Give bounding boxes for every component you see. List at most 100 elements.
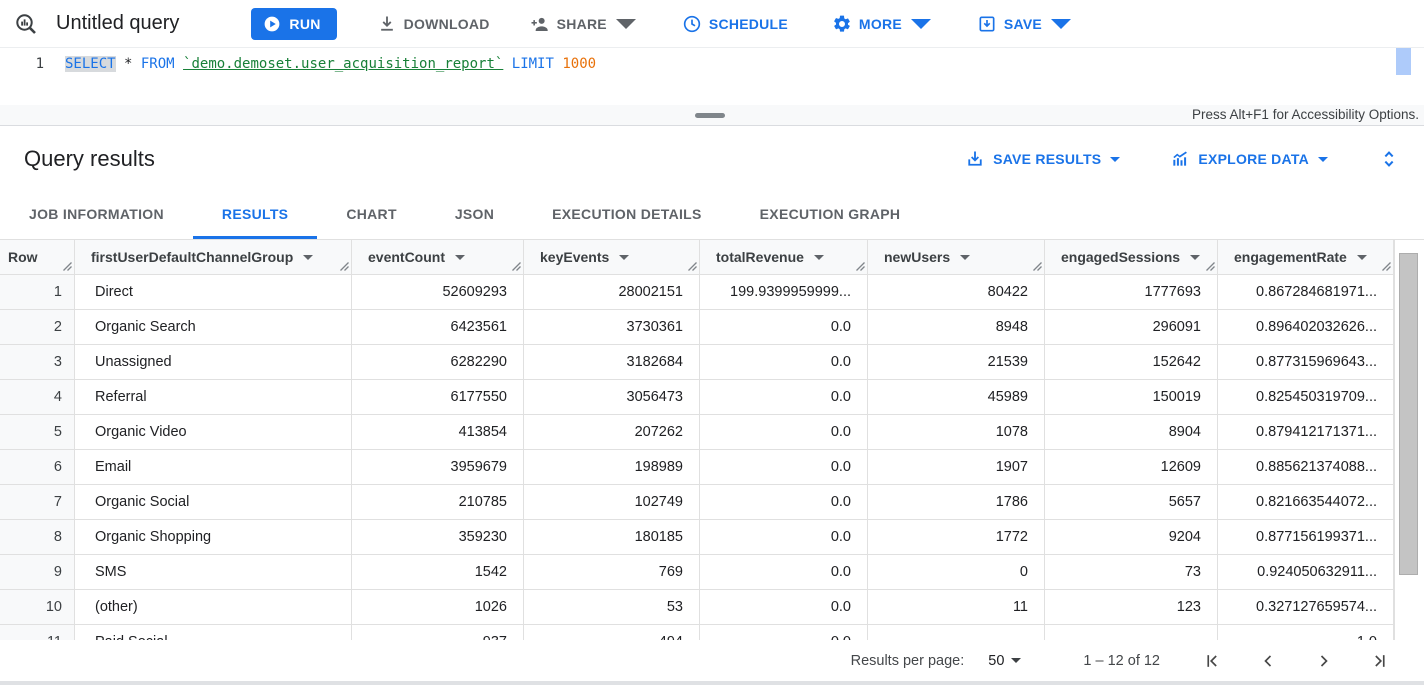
column-resize-grip[interactable] [686,260,697,271]
tab-execution-graph[interactable]: EXECUTION GRAPH [759,206,901,222]
column-resize-grip[interactable] [510,260,521,271]
chevron-down-icon [1318,156,1328,162]
tab-json[interactable]: JSON [454,206,495,222]
chevron-down-icon [910,18,931,29]
table-cell: 45989 [868,380,1045,415]
save-button[interactable]: SAVE [977,14,1072,34]
table-cell: 150019 [1045,380,1218,415]
tab-results[interactable]: RESULTS [192,192,318,239]
table-cell: (other) [75,590,352,625]
table-cell: 0.877156199371... [1218,520,1394,555]
column-header-engagedSessions[interactable]: engagedSessions [1045,240,1218,275]
query-toolbar: Untitled query RUN DOWNLOAD SHARE [0,0,1424,48]
play-circle-icon [265,16,280,31]
table-cell: 1078 [868,415,1045,450]
row-number-cell: 6 [0,450,75,485]
first-page-icon[interactable] [1202,651,1222,671]
column-resize-grip[interactable] [1031,260,1042,271]
column-resize-grip[interactable] [1204,260,1215,271]
sql-token: SELECT [65,56,116,72]
query-magnifier-icon [16,13,36,34]
column-resize-grip[interactable] [61,260,72,271]
table-cell: Paid Social [75,625,352,640]
column-header-keyEvents[interactable]: keyEvents [524,240,700,275]
save-results-label: SAVE RESULTS [993,151,1102,167]
column-header-totalRevenue[interactable]: totalRevenue [700,240,868,275]
column-header-label: engagedSessions [1061,249,1181,265]
table-cell: 28002151 [524,275,700,310]
table-cell: 21539 [868,345,1045,380]
sql-token: FROM [140,56,175,72]
previous-page-icon[interactable] [1258,651,1278,671]
column-resize-grip[interactable] [338,260,349,271]
table-cell: Email [75,450,352,485]
run-button[interactable]: RUN [251,7,337,40]
sql-line[interactable]: SELECT * FROM `demo.demoset.user_acquisi… [58,56,596,72]
table-cell: 1026 [352,590,524,625]
editor-splitter-strip: Press Alt+F1 for Accessibility Options. [0,105,1424,126]
next-page-icon[interactable] [1314,651,1334,671]
splitter-drag-handle[interactable] [695,113,725,118]
sql-token [503,56,511,72]
table-scrollbar-track[interactable] [1394,240,1424,640]
column-header-label: eventCount [368,249,445,265]
sort-caret-icon[interactable] [1190,254,1201,260]
row-number-cell: 11 [0,625,75,640]
schedule-button[interactable]: SCHEDULE [682,14,788,34]
table-cell [868,625,1045,640]
sort-caret-icon[interactable] [813,254,824,260]
expand-collapse-icon[interactable] [1378,148,1400,170]
tab-job-information[interactable]: JOB INFORMATION [29,206,164,222]
table-cell: 1542 [352,555,524,590]
column-resize-grip[interactable] [854,260,865,271]
editor-scrollbar-thumb[interactable] [1396,48,1411,75]
tab-execution-details[interactable]: EXECUTION DETAILS [552,206,702,222]
more-button[interactable]: MORE [832,14,931,34]
table-scrollbar-thumb[interactable] [1399,253,1418,575]
column-resize-grip[interactable] [1380,260,1391,271]
sql-editor[interactable]: 1 SELECT * FROM `demo.demoset.user_acqui… [0,48,1424,105]
table-cell: Organic Video [75,415,352,450]
table-cell: 52609293 [352,275,524,310]
column-header-Row[interactable]: Row [0,240,75,275]
last-page-icon[interactable] [1370,651,1390,671]
query-title: Untitled query [56,12,180,34]
sql-token: `demo.demoset.user_acquisition_report` [183,56,504,72]
column-header-newUsers[interactable]: newUsers [868,240,1045,275]
window-bottom-edge [0,681,1424,685]
sort-caret-icon[interactable] [960,254,971,260]
sort-caret-icon[interactable] [1356,254,1367,260]
explore-data-label: EXPLORE DATA [1198,151,1309,167]
save-label: SAVE [1003,15,1043,32]
table-cell: 3959679 [352,450,524,485]
table-cell: 5657 [1045,485,1218,520]
sql-token [175,56,183,72]
column-header-engagementRate[interactable]: engagementRate [1218,240,1394,275]
table-cell: 1.0 [1218,625,1394,640]
table-cell: 0.885621374088... [1218,450,1394,485]
results-per-page-label: Results per page: [850,652,965,669]
download-icon [380,16,393,31]
row-number-cell: 3 [0,345,75,380]
table-cell: 1907 [868,450,1045,485]
save-results-button[interactable]: SAVE RESULTS [965,149,1121,169]
query-results-title: Query results [24,146,155,171]
chevron-down-icon [1011,658,1022,663]
table-cell [1045,625,1218,640]
table-row: 6 Email 3959679 198989 0.0 1907 12609 0.8856213… [0,450,1394,485]
tab-chart[interactable]: CHART [346,206,397,222]
explore-data-button[interactable]: EXPLORE DATA [1170,149,1328,169]
sort-caret-icon[interactable] [303,254,314,260]
column-header-firstUserDefaultChannelGroup[interactable]: firstUserDefaultChannelGroup [75,240,352,275]
table-cell: 0.0 [700,415,868,450]
table-cell: 0.877315969643... [1218,345,1394,380]
page-size-select[interactable]: 50 [988,653,1022,669]
sort-caret-icon[interactable] [619,254,630,260]
share-button[interactable]: SHARE [530,14,636,34]
sort-caret-icon[interactable] [455,254,465,260]
query-results-header: Query results SAVE RESULTS EX [0,126,1424,192]
table-cell: 937 [352,625,524,640]
column-header-eventCount[interactable]: eventCount [352,240,524,275]
download-button[interactable]: DOWNLOAD [377,14,490,34]
table-cell: 0.0 [700,555,868,590]
